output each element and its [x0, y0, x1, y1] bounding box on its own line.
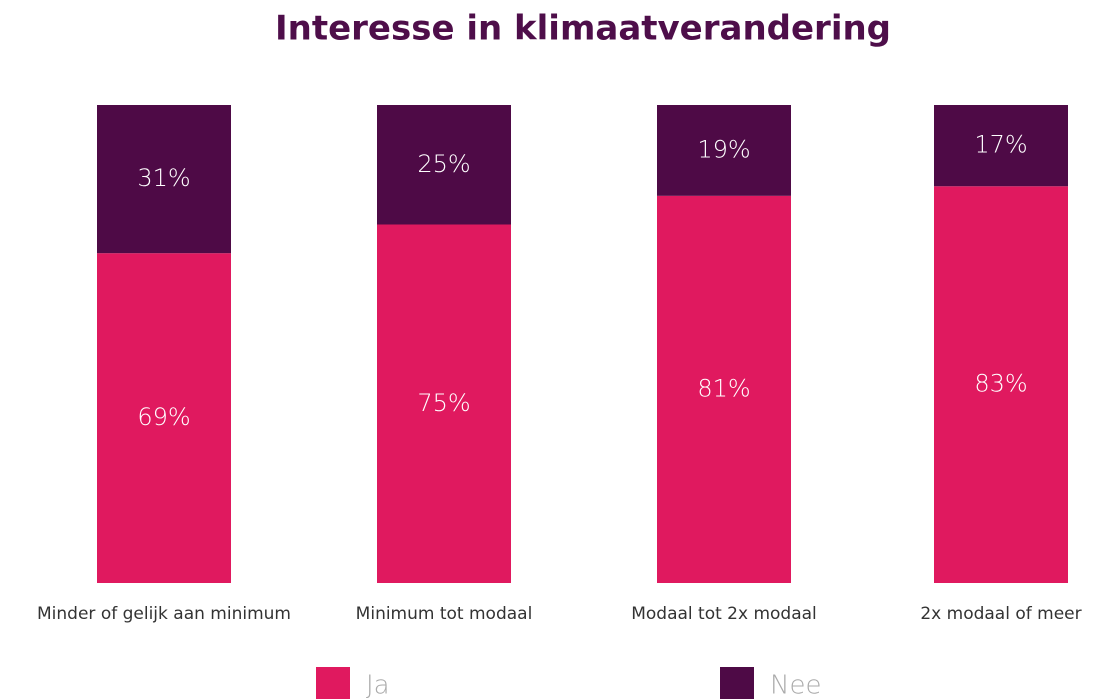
data-label: 19%: [697, 135, 750, 163]
legend-swatch: [720, 667, 754, 699]
bar-segment: [934, 186, 1068, 583]
legend-label: Nee: [770, 671, 821, 699]
data-label: 17%: [974, 131, 1027, 159]
legend-swatch: [316, 667, 350, 699]
bar-segment: [657, 105, 791, 196]
legend-label: Ja: [366, 671, 390, 699]
bar-segment: [97, 253, 231, 583]
bar-segment: [97, 105, 231, 254]
data-label: 81%: [697, 374, 750, 402]
chart-title: Interesse in klimaatverandering: [275, 9, 891, 49]
data-label: 83%: [974, 370, 1027, 398]
bar-segment: [377, 224, 511, 583]
x-tick-label: Minder of gelijk aan minimum: [37, 604, 291, 624]
bar-segment: [657, 195, 791, 583]
data-label: 31%: [137, 164, 190, 192]
data-label: 75%: [417, 389, 470, 417]
data-label: 69%: [137, 403, 190, 431]
bar-segment: [934, 105, 1068, 187]
x-tick-label: Modaal tot 2x modaal: [631, 604, 817, 624]
data-label: 25%: [417, 150, 470, 178]
bar-segment: [377, 105, 511, 225]
x-tick-label: 2x modaal of meer: [920, 604, 1081, 624]
x-tick-label: Minimum tot modaal: [356, 604, 533, 624]
